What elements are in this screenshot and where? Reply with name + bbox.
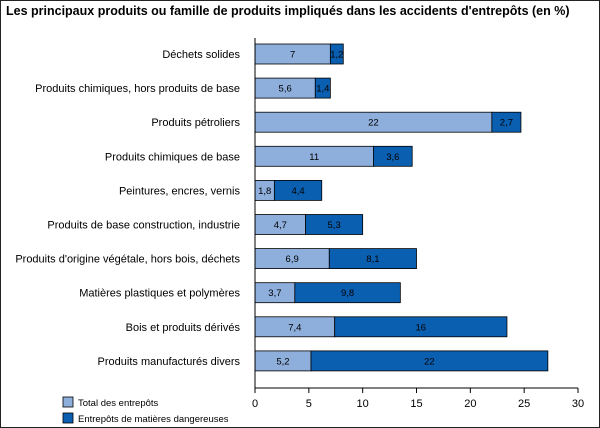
bar-entrepots-dangereuses <box>491 111 522 133</box>
bar-entrepots-dangereuses <box>310 350 549 372</box>
category-label: Matières plastiques et polymères <box>79 288 240 300</box>
data-label: 5,3 <box>328 220 341 231</box>
legend-label-dangereuses: Entrepôts de matières dangereuses <box>78 414 229 425</box>
bar-entrepots-dangereuses <box>294 282 401 304</box>
category-label: Produits chimiques de base <box>105 151 240 163</box>
bar-entrepots-dangereuses <box>328 248 417 270</box>
data-label: 4,7 <box>274 220 287 231</box>
bar-entrepots-dangereuses <box>305 214 364 235</box>
category-label: Peintures, encres, vernis <box>119 185 241 197</box>
category-label: Produits pétroliers <box>151 117 240 129</box>
x-tick-label: 20 <box>464 398 476 410</box>
x-tick-label: 10 <box>357 398 369 410</box>
data-label: 3,6 <box>386 152 399 163</box>
x-tick-label: 15 <box>410 398 422 410</box>
bar-entrepots-dangereuses <box>314 77 331 99</box>
data-label: 22 <box>424 356 435 367</box>
chart-title: Les principaux produits ou famille de pr… <box>6 4 570 18</box>
bar-entrepots-dangereuses <box>329 43 344 65</box>
bar-entrepots-dangereuses <box>373 145 413 167</box>
data-label: 1,8 <box>258 186 271 197</box>
data-label: 8,1 <box>366 254 379 265</box>
x-tick-label: 5 <box>306 398 312 410</box>
category-label: Produits chimiques, hors produits de bas… <box>35 83 240 95</box>
legend-label-total: Total des entrepôts <box>78 398 159 409</box>
data-label: 5,2 <box>276 356 289 367</box>
data-label: 7 <box>290 50 295 61</box>
bar-entrepots-dangereuses <box>334 316 508 338</box>
data-label: 7,4 <box>288 322 301 333</box>
x-tick-label: 30 <box>572 398 584 410</box>
category-label: Produits manufacturés divers <box>98 356 241 368</box>
category-label: Déchets solides <box>162 49 240 61</box>
data-label: 9,8 <box>341 288 354 299</box>
data-label: 2,7 <box>500 118 513 129</box>
data-label: 1,4 <box>316 84 329 95</box>
data-label: 4,4 <box>291 186 304 197</box>
bar-entrepots-dangereuses <box>273 179 323 201</box>
category-label: Produits d'origine végétale, hors bois, … <box>15 254 240 266</box>
x-tick-label: 0 <box>252 398 258 410</box>
category-label: Bois et produits dérivés <box>126 322 241 334</box>
data-label: 22 <box>368 118 379 129</box>
data-label: 6,9 <box>286 254 299 265</box>
data-label: 16 <box>416 322 427 333</box>
data-label: 5,6 <box>279 84 292 95</box>
legend: Total des entrepôts Entrepôts de matières… <box>62 396 229 425</box>
category-label: Produits de base construction, industrie <box>47 220 240 232</box>
legend-swatch-dangereuses <box>62 412 74 424</box>
x-tick-label: 25 <box>518 398 530 410</box>
data-label: 11 <box>309 152 319 163</box>
legend-swatch-total <box>62 396 74 408</box>
data-label: 1,2 <box>330 50 343 61</box>
data-label: 3,7 <box>268 288 281 299</box>
